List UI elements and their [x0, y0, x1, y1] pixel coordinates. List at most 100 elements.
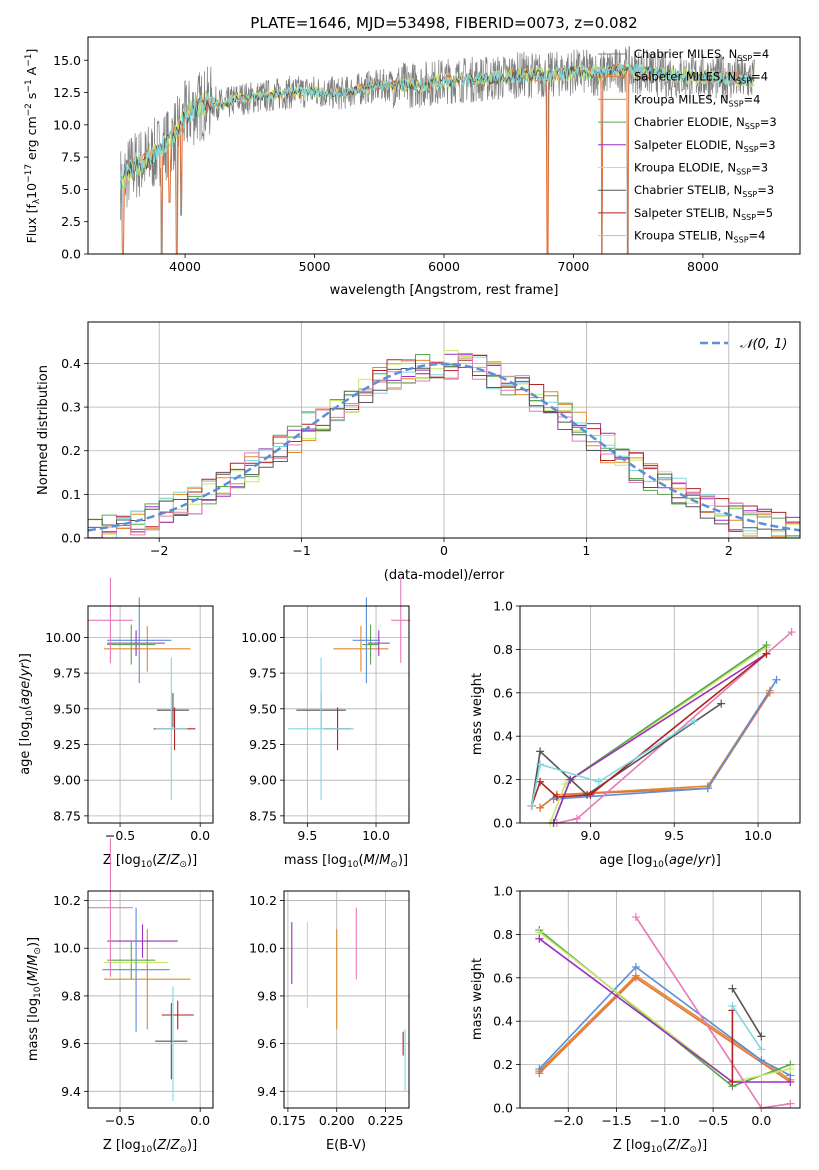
mass-weight-vs-age-xlabel: age [log10(age/yr)]	[599, 853, 721, 870]
plus-marker	[536, 803, 545, 812]
plus-marker	[757, 1032, 766, 1041]
errorbar-point	[104, 929, 191, 1030]
y-tick-label: 0.6	[493, 685, 513, 700]
x-tick-label: −2.0	[553, 1113, 583, 1128]
y-tick-label: 12.5	[53, 85, 81, 100]
y-tick-label: 0.8	[493, 642, 513, 657]
errorbar-point	[107, 624, 156, 665]
plus-marker	[535, 934, 544, 943]
mass-vs-EBV-frame	[283, 890, 410, 1109]
y-tick-label: 9.6	[257, 1036, 277, 1051]
y-tick-label: 7.5	[61, 150, 81, 165]
x-tick-label: −0.5	[105, 828, 135, 843]
plus-marker	[573, 814, 582, 823]
errorbar-point	[362, 624, 379, 665]
y-tick-label: 10.0	[53, 941, 81, 956]
spectrum-marks	[119, 45, 755, 255]
x-tick-label: 10.0	[744, 828, 772, 843]
y-tick-label: 8.75	[53, 808, 81, 823]
y-tick-label: 9.00	[249, 773, 277, 788]
model-spectrum-line	[119, 62, 755, 255]
y-tick-label: 9.75	[249, 666, 277, 681]
age-vs-Z-panel: −0.5 0.0 8.75 9.00 9.25 9.50 9.75 10.00 Z [log1…	[18, 577, 214, 870]
x-tick-label: 0.175	[270, 1113, 306, 1128]
residual-histogram	[87, 365, 800, 539]
mass-vs-Z-ylabel: mass [log10(M/M⊙)]	[26, 937, 43, 1061]
x-tick-label: 0.0	[751, 1113, 771, 1128]
y-tick-label: 10.00	[45, 630, 81, 645]
mass-weight-series-line	[731, 1005, 763, 1050]
y-tick-label: 15.0	[53, 53, 81, 68]
plus-marker	[536, 747, 545, 756]
errorbar-point	[155, 657, 188, 801]
mass-weight-vs-Z-ylabel: mass weight	[470, 958, 485, 1040]
mass-vs-EBV-marks	[291, 907, 406, 1092]
plus-marker	[690, 717, 699, 726]
x-tick-label: 0.200	[319, 1113, 355, 1128]
x-tick-label: 2	[725, 543, 733, 558]
spectrum-title: PLATE=1646, MJD=53498, FIBERID=0073, z=0…	[250, 14, 637, 32]
x-tick-label: 5000	[299, 259, 331, 274]
mass-vs-Z-marks	[88, 838, 194, 1101]
gaussian-legend: 𝒩(0, 1)	[700, 337, 787, 352]
legend-entry: Kroupa MILES, NSSP=4	[634, 92, 760, 108]
y-tick-label: 5.0	[61, 182, 81, 197]
age-vs-mass-axes: 9.5 10.0 8.75 9.00 9.25 9.50 9.75 10.00	[241, 606, 409, 843]
age-vs-Z-frame	[87, 605, 214, 824]
age-vs-mass-marks	[288, 577, 411, 801]
y-tick-label: 0.8	[493, 927, 513, 942]
plus-marker	[631, 913, 640, 922]
y-tick-label: 9.25	[249, 737, 277, 752]
residual-histogram	[87, 353, 800, 539]
errorbar-point	[107, 630, 165, 656]
x-tick-label: 0.225	[368, 1113, 404, 1128]
legend-entry: Kroupa STELIB, NSSP=4	[634, 229, 765, 245]
y-tick-label: 9.8	[61, 988, 81, 1003]
plus-marker	[717, 699, 726, 708]
errorbar-point	[155, 1003, 188, 1080]
y-tick-label: 9.8	[257, 988, 277, 1003]
plus-marker	[757, 1056, 766, 1065]
plus-marker	[786, 1077, 795, 1086]
plus-marker	[787, 628, 796, 637]
gaussian-curve	[87, 362, 801, 532]
y-tick-label: 0.4	[493, 1014, 513, 1029]
y-tick-label: 0.2	[493, 772, 513, 787]
residuals-panel: −2 −1 0 1 2 0.0 0.1 0.2 0.3 0.4 (data-model)/erro…	[36, 321, 801, 583]
legend-entry: Chabrier ELODIE, NSSP=3	[634, 115, 777, 131]
y-tick-label: 9.50	[53, 701, 81, 716]
y-tick-label: 0.0	[493, 816, 513, 831]
y-tick-label: 10.0	[249, 941, 277, 956]
errorbar-point	[104, 625, 191, 672]
legend-entry: Chabrier STELIB, NSSP=3	[634, 183, 774, 199]
plus-marker	[762, 641, 771, 650]
errorbar-point	[288, 657, 355, 801]
legend-entry: Salpeter MILES, NSSP=4	[634, 70, 768, 86]
residuals-marks	[87, 350, 801, 539]
x-tick-label: −1.5	[601, 1113, 631, 1128]
y-tick-label: 0.0	[61, 531, 81, 546]
plus-marker	[757, 1045, 766, 1054]
mass-vs-EBV-panel: 0.175 0.200 0.225 9.4 9.6 9.8 10.0 10.2 E(B-V)	[249, 890, 410, 1153]
x-tick-label: 7000	[558, 259, 590, 274]
age-vs-Z-marks	[88, 577, 196, 801]
y-tick-label: 2.5	[61, 214, 81, 229]
x-tick-label: −0.5	[105, 1113, 135, 1128]
model-spectrum-line	[119, 61, 755, 190]
residuals-ylabel: Normed distribution	[36, 365, 51, 495]
gaussian-legend-label: 𝒩(0, 1)	[740, 337, 787, 352]
x-tick-label: 8000	[687, 259, 719, 274]
mass-weight-vs-age-marks	[527, 628, 796, 827]
spectrum-xlabel: wavelength [Angstrom, rest frame]	[330, 283, 559, 298]
plus-marker	[762, 649, 771, 658]
errorbar-point	[107, 924, 178, 958]
mass-weight-vs-age-panel: 9.0 9.5 10.0 0.0 0.2 0.4 0.6 0.8 1.0 age [log10(…	[470, 599, 801, 870]
y-tick-label: 9.4	[61, 1084, 81, 1099]
plus-marker	[631, 962, 640, 971]
y-tick-label: 10.2	[53, 893, 81, 908]
mass-weight-vs-Z-frame	[519, 890, 801, 1109]
plus-marker	[631, 973, 640, 982]
plus-marker	[728, 1002, 737, 1011]
y-tick-label: 9.50	[249, 701, 277, 716]
